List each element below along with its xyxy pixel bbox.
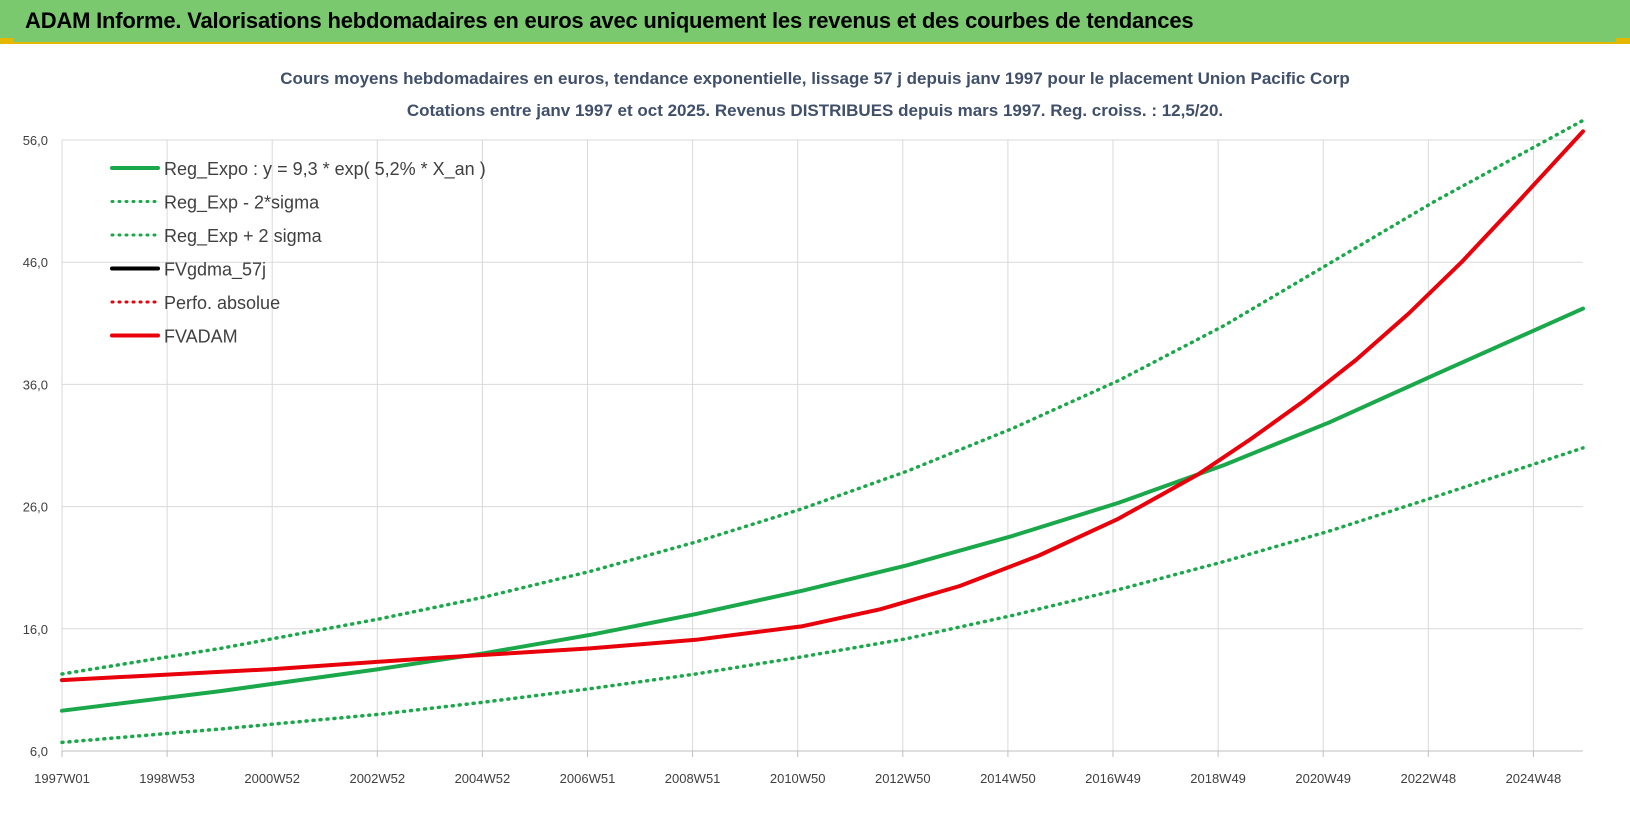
- report-title: ADAM Informe. Valorisations hebdomadaire…: [25, 8, 1194, 33]
- corner-decoration: [1616, 38, 1630, 44]
- x-tick-label: 1998W53: [139, 771, 195, 786]
- legend-label: FVADAM: [164, 327, 238, 347]
- chart-area: Cours moyens hebdomadaires en euros, ten…: [0, 44, 1630, 815]
- legend-label: Reg_Exp + 2 sigma: [164, 226, 323, 247]
- x-tick-label: 2014W50: [980, 771, 1036, 786]
- x-tick-label: 2012W50: [875, 771, 931, 786]
- series-reg-minus-2sigma: [60, 446, 1585, 745]
- x-tick-label: 2018W49: [1190, 771, 1246, 786]
- line-chart: Cours moyens hebdomadaires en euros, ten…: [23, 69, 1585, 786]
- chart-title-line1: Cours moyens hebdomadaires en euros, ten…: [280, 69, 1349, 88]
- y-axis: 56,0 46,0 36,0 26,0 16,0 6,0: [23, 133, 48, 759]
- report-header: ADAM Informe. Valorisations hebdomadaire…: [0, 0, 1630, 44]
- x-tick-label: 2020W49: [1295, 771, 1351, 786]
- legend-label: Reg_Expo : y = 9,3 * exp( 5,2% * X_an ): [164, 159, 486, 180]
- x-tick-label: 2022W48: [1400, 771, 1456, 786]
- y-tick-label: 56,0: [23, 133, 48, 148]
- x-tick-label: 2016W49: [1085, 771, 1141, 786]
- x-tick-label: 2010W50: [770, 771, 826, 786]
- x-tick-label: 2024W48: [1506, 771, 1562, 786]
- series-fvgdma-57j: [60, 129, 1585, 682]
- x-tick-label: 2000W52: [244, 771, 300, 786]
- corner-decoration: [0, 38, 14, 44]
- series-group: [60, 118, 1585, 745]
- legend-label: FVgdma_57j: [164, 260, 266, 281]
- chart-title-line2: Cotations entre janv 1997 et oct 2025. R…: [407, 101, 1223, 120]
- y-tick-label: 36,0: [23, 377, 48, 392]
- legend: Reg_Expo : y = 9,3 * exp( 5,2% * X_an ) R…: [110, 159, 486, 347]
- x-tick-label: 2006W51: [560, 771, 616, 786]
- y-tick-label: 46,0: [23, 255, 48, 270]
- x-axis: 1997W01 1998W53 2000W52 2002W52 2004W52 2006W…: [34, 750, 1583, 786]
- series-reg-plus-2sigma: [60, 118, 1585, 676]
- y-tick-label: 26,0: [23, 500, 48, 515]
- x-tick-label: 2008W51: [665, 771, 721, 786]
- series-fvadam: [60, 129, 1585, 683]
- x-tick-label: 1997W01: [34, 771, 90, 786]
- x-tick-label: 2004W52: [455, 771, 511, 786]
- series-reg-expo: [60, 306, 1585, 713]
- x-tick-label: 2002W52: [349, 771, 405, 786]
- y-tick-label: 6,0: [30, 744, 48, 759]
- legend-label: Reg_Exp - 2*sigma: [164, 193, 320, 214]
- legend-label: Perfo. absolue: [164, 293, 280, 313]
- y-tick-label: 16,0: [23, 622, 48, 637]
